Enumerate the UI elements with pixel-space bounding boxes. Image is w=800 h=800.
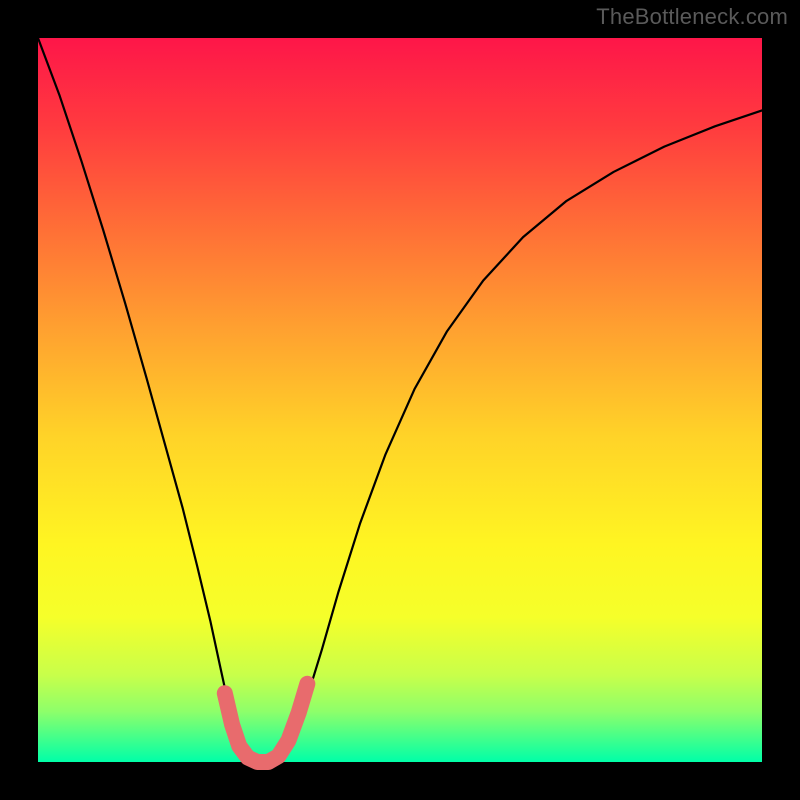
plot-background-gradient [38,38,762,762]
bottleneck-chart [0,0,800,800]
watermark-text: TheBottleneck.com [596,4,788,30]
